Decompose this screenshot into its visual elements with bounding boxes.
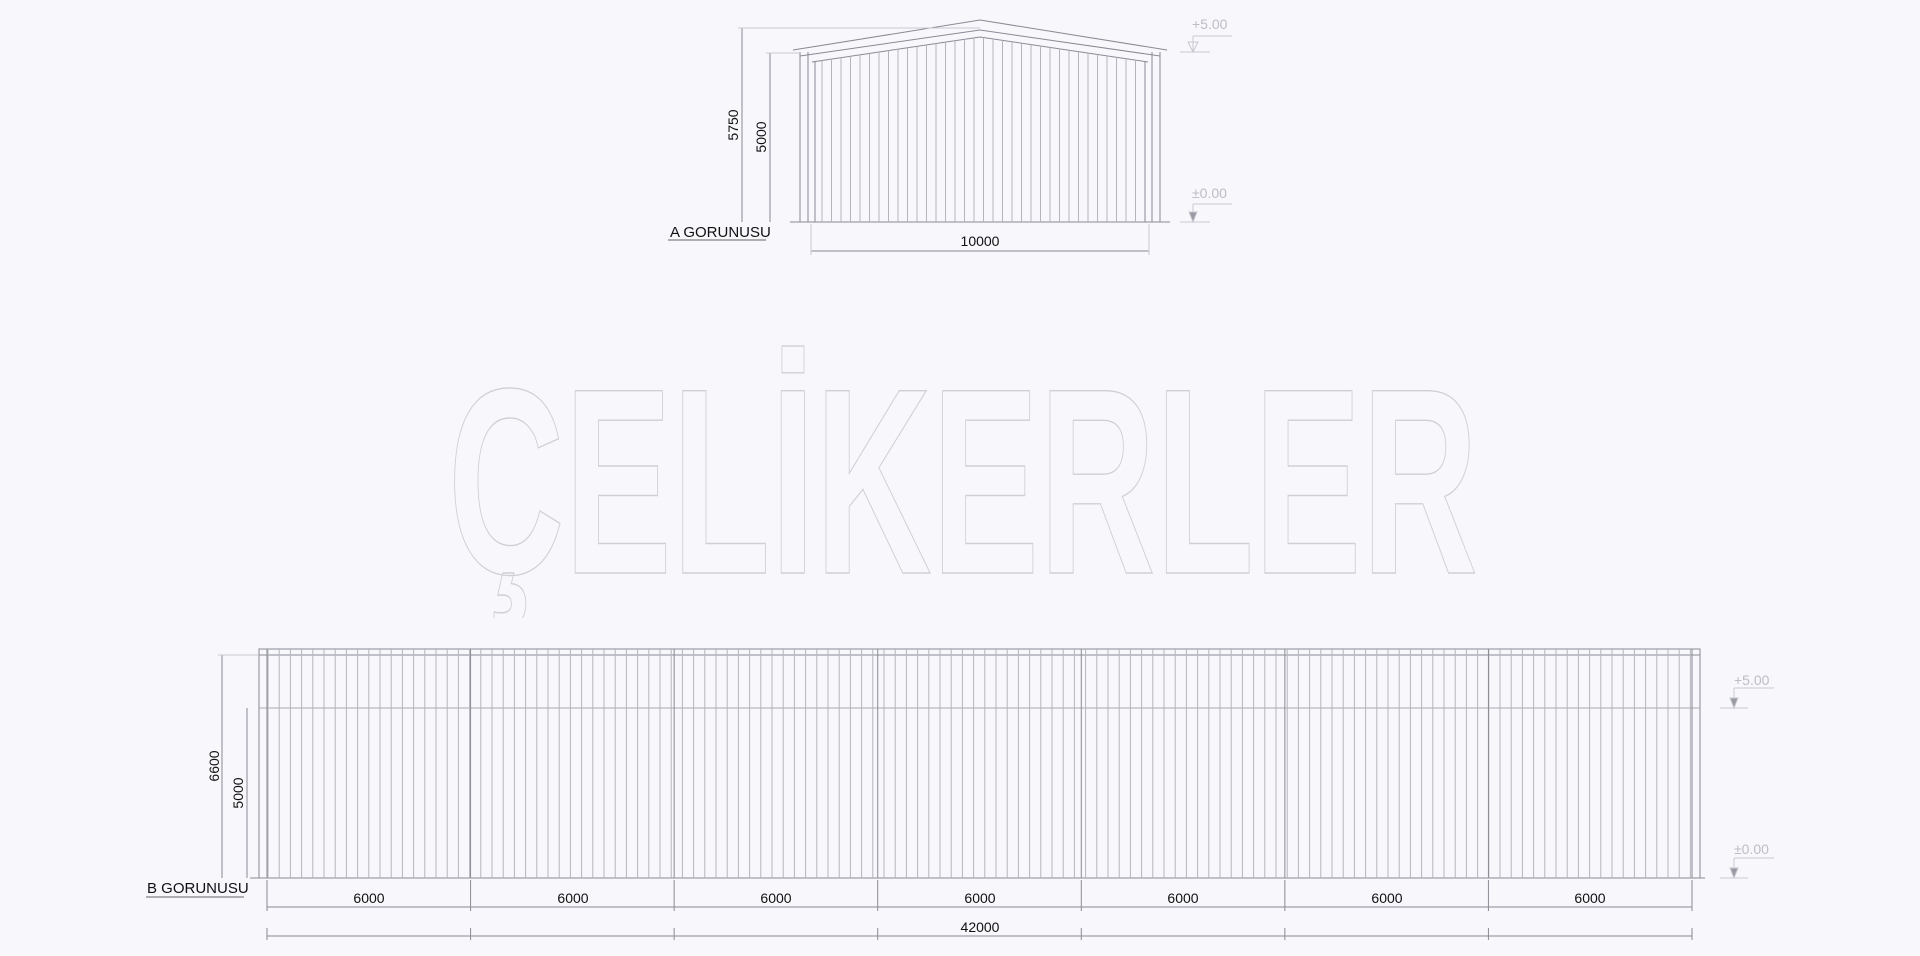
view-a-dim-5750: 5750 [725, 109, 741, 141]
view-b-elevation [146, 648, 1774, 940]
view-b-level-bottom: ±0.00 [1734, 841, 1769, 857]
view-b-dim-5000: 5000 [230, 777, 246, 809]
view-b-frames [266, 649, 1693, 878]
view-a-roof-inner [799, 29, 1161, 57]
view-a-roof-outline [792, 19, 1168, 51]
view-b-bay-dim-4: 6000 [964, 890, 996, 906]
view-a-level-top: +5.00 [1192, 16, 1228, 32]
view-a-dim-5000: 5000 [753, 121, 769, 153]
view-b-bay-dim-1: 6000 [353, 890, 385, 906]
view-b-bay-dim-6: 6000 [1371, 890, 1403, 906]
view-b-bay-dim-5: 6000 [1167, 890, 1199, 906]
view-b-bay-ticks [266, 880, 1693, 940]
view-a-cladding [821, 37, 1136, 222]
view-a-level-top-marker [1180, 35, 1232, 54]
view-b-dim-42000: 42000 [960, 919, 1000, 935]
view-a-level-bottom-marker [1180, 203, 1232, 224]
view-b-level-top: +5.00 [1734, 672, 1770, 688]
view-b-bay-dim-2: 6000 [557, 890, 589, 906]
view-a-title: A GORUNUSU [670, 224, 771, 241]
view-b-cladding [267, 649, 1691, 878]
view-a-dim-10000: 10000 [960, 233, 1000, 249]
view-a-level-bottom: ±0.00 [1192, 185, 1227, 201]
view-b-level-top-marker [1720, 687, 1774, 710]
view-b-outline [258, 648, 1701, 879]
view-b-title: B GORUNUSU [147, 880, 249, 897]
view-b-dim-6600: 6600 [206, 750, 222, 782]
view-b-bay-dim-3: 6000 [760, 890, 792, 906]
view-b-level-bottom-marker [1720, 857, 1774, 880]
view-a-roof-inner2 [811, 36, 1149, 63]
view-a-elevation [668, 19, 1232, 255]
view-b-bay-dim-7: 6000 [1574, 890, 1606, 906]
